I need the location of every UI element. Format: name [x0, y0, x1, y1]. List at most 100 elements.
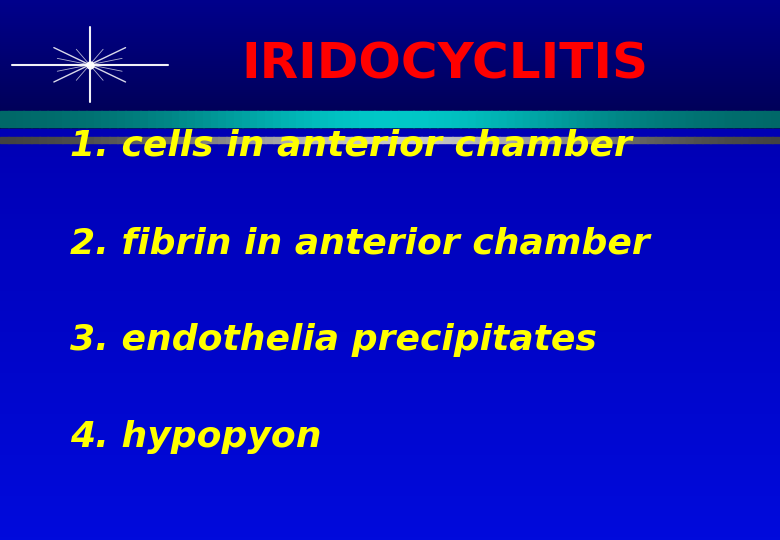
Bar [0, 303, 780, 309]
Bar [0, 262, 780, 268]
Bar [257, 111, 266, 127]
Bar [0, 257, 780, 263]
Bar [0, 62, 780, 65]
Bar [0, 118, 780, 121]
Bar [460, 111, 469, 127]
Bar [62, 111, 71, 127]
Bar [0, 120, 780, 123]
Bar [0, 221, 780, 227]
Bar [242, 111, 250, 127]
Bar [616, 111, 625, 127]
Bar [390, 111, 399, 127]
Bar [421, 111, 430, 127]
Bar [0, 436, 780, 443]
Bar [94, 111, 102, 127]
Bar [148, 111, 157, 127]
Bar [156, 111, 165, 127]
Bar [0, 180, 780, 186]
Bar [0, 1, 780, 4]
Bar [0, 111, 780, 114]
Bar [0, 27, 780, 30]
Bar [0, 226, 780, 232]
Bar [632, 111, 640, 127]
Bar [0, 107, 780, 110]
Bar [0, 385, 780, 391]
Bar [0, 149, 780, 156]
Bar [0, 287, 780, 294]
Bar [0, 406, 780, 411]
Bar [0, 165, 780, 171]
Bar [0, 190, 780, 196]
Bar [0, 31, 780, 35]
Bar [296, 137, 305, 143]
Bar [101, 137, 110, 143]
Bar [343, 137, 352, 143]
Bar [289, 111, 297, 127]
Bar [562, 111, 570, 127]
Bar [0, 124, 780, 127]
Bar [546, 137, 555, 143]
Bar [133, 111, 141, 127]
Bar [585, 111, 594, 127]
Bar [0, 51, 780, 54]
Bar [0, 488, 780, 494]
Bar [476, 111, 484, 127]
Bar [663, 137, 672, 143]
Bar [0, 85, 780, 89]
Bar [328, 137, 336, 143]
Bar [593, 111, 601, 127]
Bar [0, 126, 780, 130]
Bar [257, 137, 266, 143]
Bar [0, 59, 780, 63]
Bar [398, 137, 406, 143]
Bar [0, 29, 780, 32]
Bar [367, 137, 375, 143]
Bar [694, 111, 703, 127]
Bar [0, 200, 780, 206]
Bar [0, 98, 780, 102]
Bar [0, 175, 780, 181]
Bar [0, 416, 780, 422]
Bar [101, 111, 110, 127]
Bar [772, 111, 780, 127]
Bar [0, 33, 780, 37]
Bar [725, 137, 734, 143]
Bar [0, 206, 780, 212]
Bar [187, 137, 196, 143]
Bar [0, 508, 780, 514]
Bar [117, 111, 126, 127]
Bar [0, 298, 780, 304]
Bar [0, 318, 780, 325]
Bar [250, 111, 258, 127]
Bar [0, 467, 780, 473]
Bar [31, 111, 40, 127]
Bar [733, 111, 742, 127]
Bar [86, 137, 94, 143]
Bar [0, 272, 780, 279]
Bar [226, 111, 235, 127]
Bar [0, 100, 780, 104]
Bar [0, 90, 780, 93]
Bar [23, 137, 32, 143]
Bar [0, 116, 780, 119]
Bar [530, 137, 539, 143]
Bar [0, 159, 780, 165]
Bar [484, 111, 492, 127]
Bar [234, 137, 243, 143]
Bar [320, 111, 328, 127]
Bar [710, 111, 718, 127]
Bar [749, 137, 757, 143]
Bar [250, 137, 258, 143]
Bar [195, 137, 204, 143]
Bar [0, 308, 780, 314]
Bar [109, 111, 118, 127]
Bar [0, 44, 780, 48]
Text: 1. cells in anterior chamber: 1. cells in anterior chamber [70, 129, 632, 163]
Bar [741, 137, 750, 143]
Bar [538, 137, 547, 143]
Bar [23, 111, 32, 127]
Bar [281, 137, 289, 143]
Bar [0, 36, 780, 39]
Bar [0, 472, 780, 478]
Bar [523, 137, 531, 143]
